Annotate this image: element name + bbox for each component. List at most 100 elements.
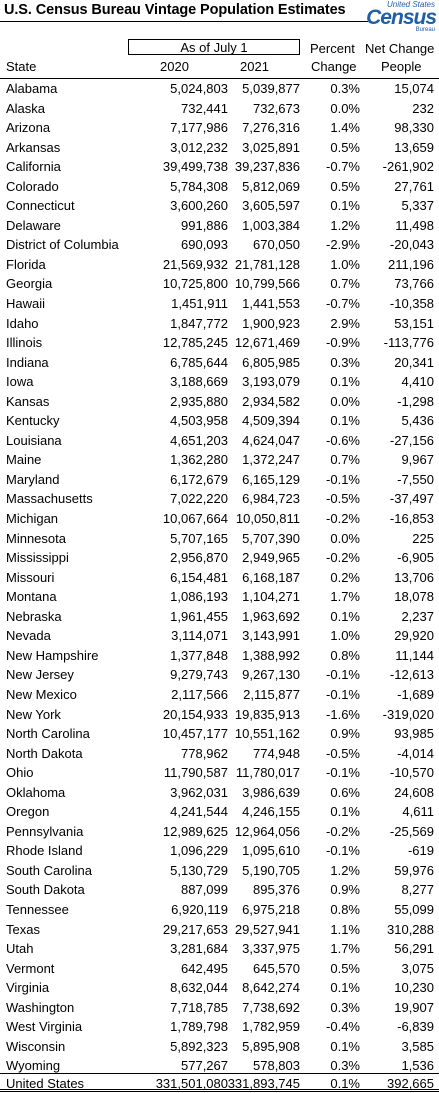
population-2020-cell: 1,377,848	[170, 647, 228, 663]
net-change-cell: 5,436	[401, 413, 434, 429]
population-2020-cell: 1,362,280	[170, 452, 228, 468]
net-change-cell: 93,985	[394, 726, 434, 742]
population-2020-cell: 6,154,481	[170, 569, 228, 585]
table-row: Ohio 11,790,587 11,780,017 -0.1% -10,570	[0, 763, 439, 783]
state-cell: Oklahoma	[6, 784, 66, 800]
net-change-cell: 13,706	[394, 569, 434, 585]
table-row: Oregon 4,241,544 4,246,155 0.1% 4,611	[0, 802, 439, 822]
table-row: South Dakota 887,099 895,376 0.9% 8,277	[0, 880, 439, 900]
table-row: Kansas 2,935,880 2,934,582 0.0% -1,298	[0, 392, 439, 412]
population-2021-cell: 39,237,836	[234, 159, 300, 175]
state-cell: North Carolina	[6, 726, 90, 742]
state-cell: South Carolina	[6, 862, 92, 878]
population-2020-cell: 12,989,625	[162, 823, 228, 839]
population-2021-cell: 5,812,069	[242, 178, 300, 194]
population-2020-cell: 2,956,870	[170, 550, 228, 566]
state-cell: New Jersey	[6, 667, 74, 683]
net-change-cell: 53,151	[394, 315, 434, 331]
population-2020-cell: 4,503,958	[170, 413, 228, 429]
population-2020-cell: 10,067,664	[162, 511, 228, 527]
table-row: Tennessee 6,920,119 6,975,218 0.8% 55,099	[0, 900, 439, 920]
state-cell: Alabama	[6, 81, 58, 96]
year-2021-column-header: 2021	[240, 59, 269, 74]
total-2021-cell: 331,893,745	[227, 1076, 300, 1091]
state-cell: Connecticut	[6, 198, 75, 214]
population-2020-cell: 5,892,323	[170, 1038, 228, 1054]
population-2020-cell: 3,188,669	[170, 374, 228, 390]
state-cell: Ohio	[6, 765, 34, 781]
net-change-cell: 4,611	[402, 804, 434, 820]
population-2020-cell: 6,785,644	[170, 354, 228, 370]
population-2021-cell: 21,781,128	[234, 256, 300, 272]
percent-change-cell: 0.3%	[330, 999, 360, 1015]
net-change-cell: 11,144	[395, 647, 434, 663]
state-cell: Nevada	[6, 628, 51, 644]
population-2021-cell: 895,376	[253, 882, 300, 898]
state-cell: Alaska	[6, 100, 46, 116]
table-row: Arkansas 3,012,232 3,025,891 0.5% 13,659	[0, 138, 439, 158]
population-2021-cell: 1,372,247	[242, 452, 300, 468]
state-cell: Maine	[6, 452, 42, 468]
percent-change-cell: 1.7%	[330, 589, 360, 605]
net-change-cell: 9,967	[401, 452, 434, 468]
state-cell: Georgia	[6, 276, 53, 292]
percent-change-cell: 0.9%	[330, 726, 360, 742]
percent-change-cell: 0.3%	[330, 1058, 360, 1074]
population-2021-cell: 5,707,390	[242, 530, 300, 546]
population-2021-cell: 7,738,692	[242, 999, 300, 1015]
population-2020-cell: 7,177,986	[170, 120, 228, 136]
table-row: Mississippi 2,956,870 2,949,965 -0.2% -6,905	[0, 548, 439, 568]
total-row: United States 331,501,080 331,893,745 0.…	[0, 1073, 439, 1092]
table-row: Louisiana 4,651,203 4,624,047 -0.6% -27,156	[0, 431, 439, 451]
percent-change-cell: -0.5%	[326, 745, 360, 761]
population-2021-cell: 3,605,597	[242, 198, 300, 214]
percent-change-cell: 0.1%	[330, 413, 360, 429]
net-change-cell: -1,298	[397, 393, 434, 409]
population-2021-cell: 1,782,959	[242, 1019, 300, 1035]
population-2021-cell: 670,050	[253, 237, 300, 253]
table-row: Maine 1,362,280 1,372,247 0.7% 9,967	[0, 450, 439, 470]
table-row: Idaho 1,847,772 1,900,923 2.9% 53,151	[0, 314, 439, 334]
net-change-cell: 55,099	[394, 901, 434, 917]
population-2020-cell: 1,451,911	[171, 296, 228, 312]
population-2020-cell: 5,130,729	[170, 862, 228, 878]
state-cell: North Dakota	[6, 745, 83, 761]
percent-change-cell: 0.1%	[330, 980, 360, 996]
population-2020-cell: 1,789,798	[170, 1019, 228, 1035]
population-2020-cell: 1,961,455	[170, 608, 228, 624]
state-cell: Nebraska	[6, 608, 62, 624]
percent-change-cell: 0.3%	[330, 81, 360, 96]
table-row: New Mexico 2,117,566 2,115,877 -0.1% -1,689	[0, 685, 439, 705]
net-change-cell: 19,907	[394, 999, 434, 1015]
net-change-cell: 1,536	[401, 1058, 434, 1074]
population-2020-cell: 3,012,232	[170, 139, 228, 155]
table-row: Michigan 10,067,664 10,050,811 -0.2% -16,853	[0, 509, 439, 529]
state-cell: Washington	[6, 999, 75, 1015]
population-2021-cell: 3,337,975	[242, 941, 300, 957]
net-change-cell: 29,920	[394, 628, 434, 644]
page-title: U.S. Census Bureau Vintage Population Es…	[4, 2, 346, 18]
net-change-cell: -319,020	[382, 706, 434, 722]
population-2021-cell: 7,276,316	[242, 120, 300, 136]
title-bar: U.S. Census Bureau Vintage Population Es…	[0, 0, 439, 36]
population-2021-cell: 19,835,913	[234, 706, 300, 722]
table-row: South Carolina 5,130,729 5,190,705 1.2% 59,9…	[0, 861, 439, 881]
population-2020-cell: 11,790,587	[163, 765, 228, 781]
population-2021-cell: 5,039,877	[242, 81, 300, 96]
percent-change-cell: -0.7%	[326, 296, 360, 312]
table-row: Nevada 3,114,071 3,143,991 1.0% 29,920	[0, 626, 439, 646]
percent-change-cell: -0.2%	[326, 511, 360, 527]
population-2021-cell: 4,509,394	[242, 413, 300, 429]
percent-change-cell: -2.9%	[326, 237, 360, 253]
table-row: North Carolina 10,457,177 10,551,162 0.9% 93…	[0, 724, 439, 744]
table-row: Missouri 6,154,481 6,168,187 0.2% 13,706	[0, 568, 439, 588]
table-row: Virginia 8,632,044 8,642,274 0.1% 10,230	[0, 978, 439, 998]
population-2020-cell: 10,457,177	[162, 726, 228, 742]
state-cell: Wisconsin	[6, 1038, 66, 1054]
population-2021-cell: 6,975,218	[242, 901, 300, 917]
population-2020-cell: 1,096,229	[170, 843, 228, 859]
population-2020-cell: 29,217,653	[162, 921, 228, 937]
percent-change-cell: 0.1%	[330, 804, 360, 820]
table-row: Alabama 5,024,803 5,039,877 0.3% 15,074	[0, 79, 439, 99]
net-change-cell: 56,291	[394, 941, 434, 957]
